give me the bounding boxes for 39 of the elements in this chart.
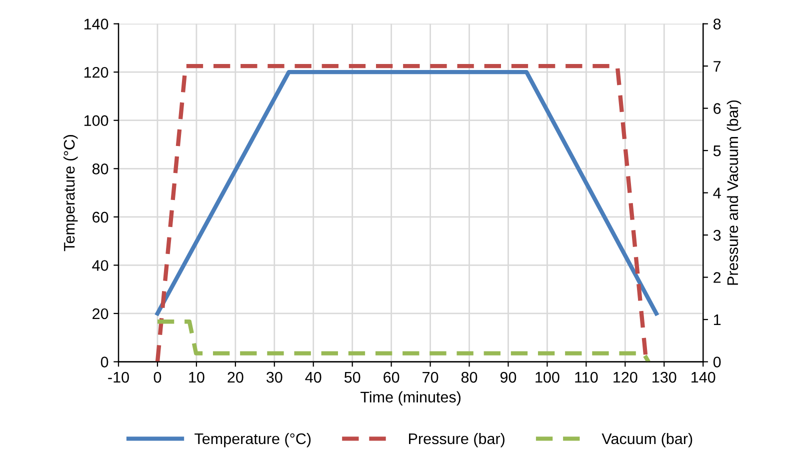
x-tick-label: 10 — [189, 372, 204, 383]
x-tick-label: 80 — [461, 372, 478, 383]
legend-label: Temperature (°C) — [194, 432, 311, 448]
x-tick-label: 140 — [692, 372, 716, 383]
x-tick-label: -10 — [108, 372, 129, 383]
y-axis-title: Temperature (°C) — [63, 135, 78, 252]
x-tick-label: 120 — [614, 372, 638, 383]
x-tick-label: 60 — [384, 372, 400, 383]
x-axis-title: Time (minutes) — [360, 391, 460, 406]
y-tick-label: 0 — [100, 356, 108, 368]
y2-tick-label: 0 — [713, 356, 721, 368]
y2-axis-title: Pressure and Vacuum (bar) — [726, 100, 742, 285]
y-tick-label: 60 — [92, 212, 108, 223]
x-tick-label: 20 — [228, 372, 244, 383]
x-tick-label: 0 — [154, 372, 162, 383]
x-tick-label: 50 — [344, 372, 360, 383]
x-tick-label: 110 — [575, 372, 598, 383]
legend-label: Vacuum (bar) — [602, 432, 692, 448]
y2-tick-label: 1 — [714, 314, 721, 326]
x-tick-label: 130 — [652, 372, 676, 383]
y2-tick-label: 2 — [714, 272, 721, 283]
y-tick-label: 140 — [84, 18, 108, 30]
y-tick-label: 40 — [92, 260, 108, 271]
x-tick-label: 40 — [305, 372, 322, 383]
y-tick-label: 20 — [92, 308, 108, 320]
legend-label: Pressure (bar) — [409, 432, 504, 448]
x-tick-label: 90 — [500, 372, 516, 383]
y2-tick-label: 4 — [713, 188, 721, 198]
y2-tick-label: 7 — [714, 61, 721, 72]
y-tick-label: 80 — [92, 164, 108, 174]
y2-tick-label: 6 — [714, 103, 721, 114]
x-tick-label: 70 — [422, 372, 438, 383]
y2-tick-label: 3 — [713, 230, 721, 241]
y-tick-label: 120 — [84, 66, 108, 78]
x-tick-label: 100 — [536, 372, 560, 383]
y-tick-label: 100 — [84, 115, 108, 126]
y2-tick-label: 8 — [713, 18, 721, 30]
x-tick-label: 30 — [266, 372, 282, 383]
y2-tick-label: 5 — [713, 146, 721, 156]
